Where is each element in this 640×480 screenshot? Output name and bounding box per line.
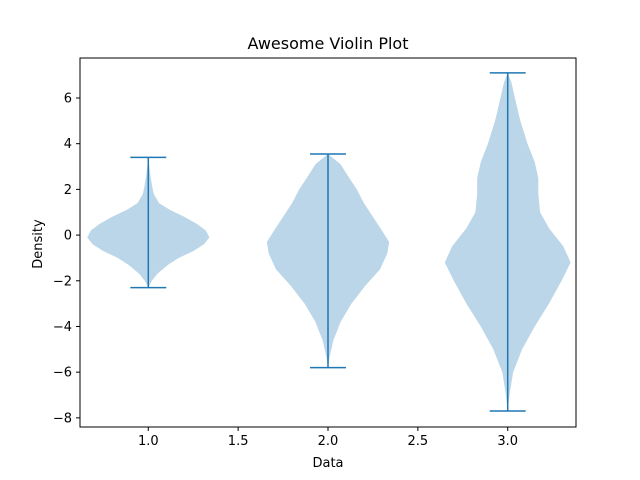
y-tick-label: −8 [53, 411, 72, 426]
x-tick-label: 1.5 [228, 434, 249, 449]
y-tick-label: −4 [53, 320, 72, 335]
y-tick-label: 0 [64, 229, 72, 244]
x-axis-ticks: 1.0 1.5 2.0 2.5 3.0 [138, 427, 518, 449]
x-axis-title: Data [312, 456, 343, 471]
y-axis-ticks: −8 −6 −4 −2 0 2 4 6 [53, 91, 80, 426]
y-tick-label: 6 [64, 91, 72, 106]
x-tick-label: 2.5 [408, 434, 429, 449]
x-tick-label: 1.0 [138, 434, 159, 449]
y-tick-label: −2 [53, 274, 72, 289]
y-tick-label: −6 [53, 366, 72, 381]
violin-bodies [87, 72, 571, 412]
violin-lines [130, 72, 526, 412]
y-axis-title: Density [31, 219, 46, 269]
x-tick-label: 3.0 [497, 434, 518, 449]
x-tick-label: 2.0 [318, 434, 339, 449]
y-tick-label: 4 [64, 137, 72, 152]
chart-title: Awesome Violin Plot [248, 34, 409, 53]
y-tick-label: 2 [64, 183, 72, 198]
